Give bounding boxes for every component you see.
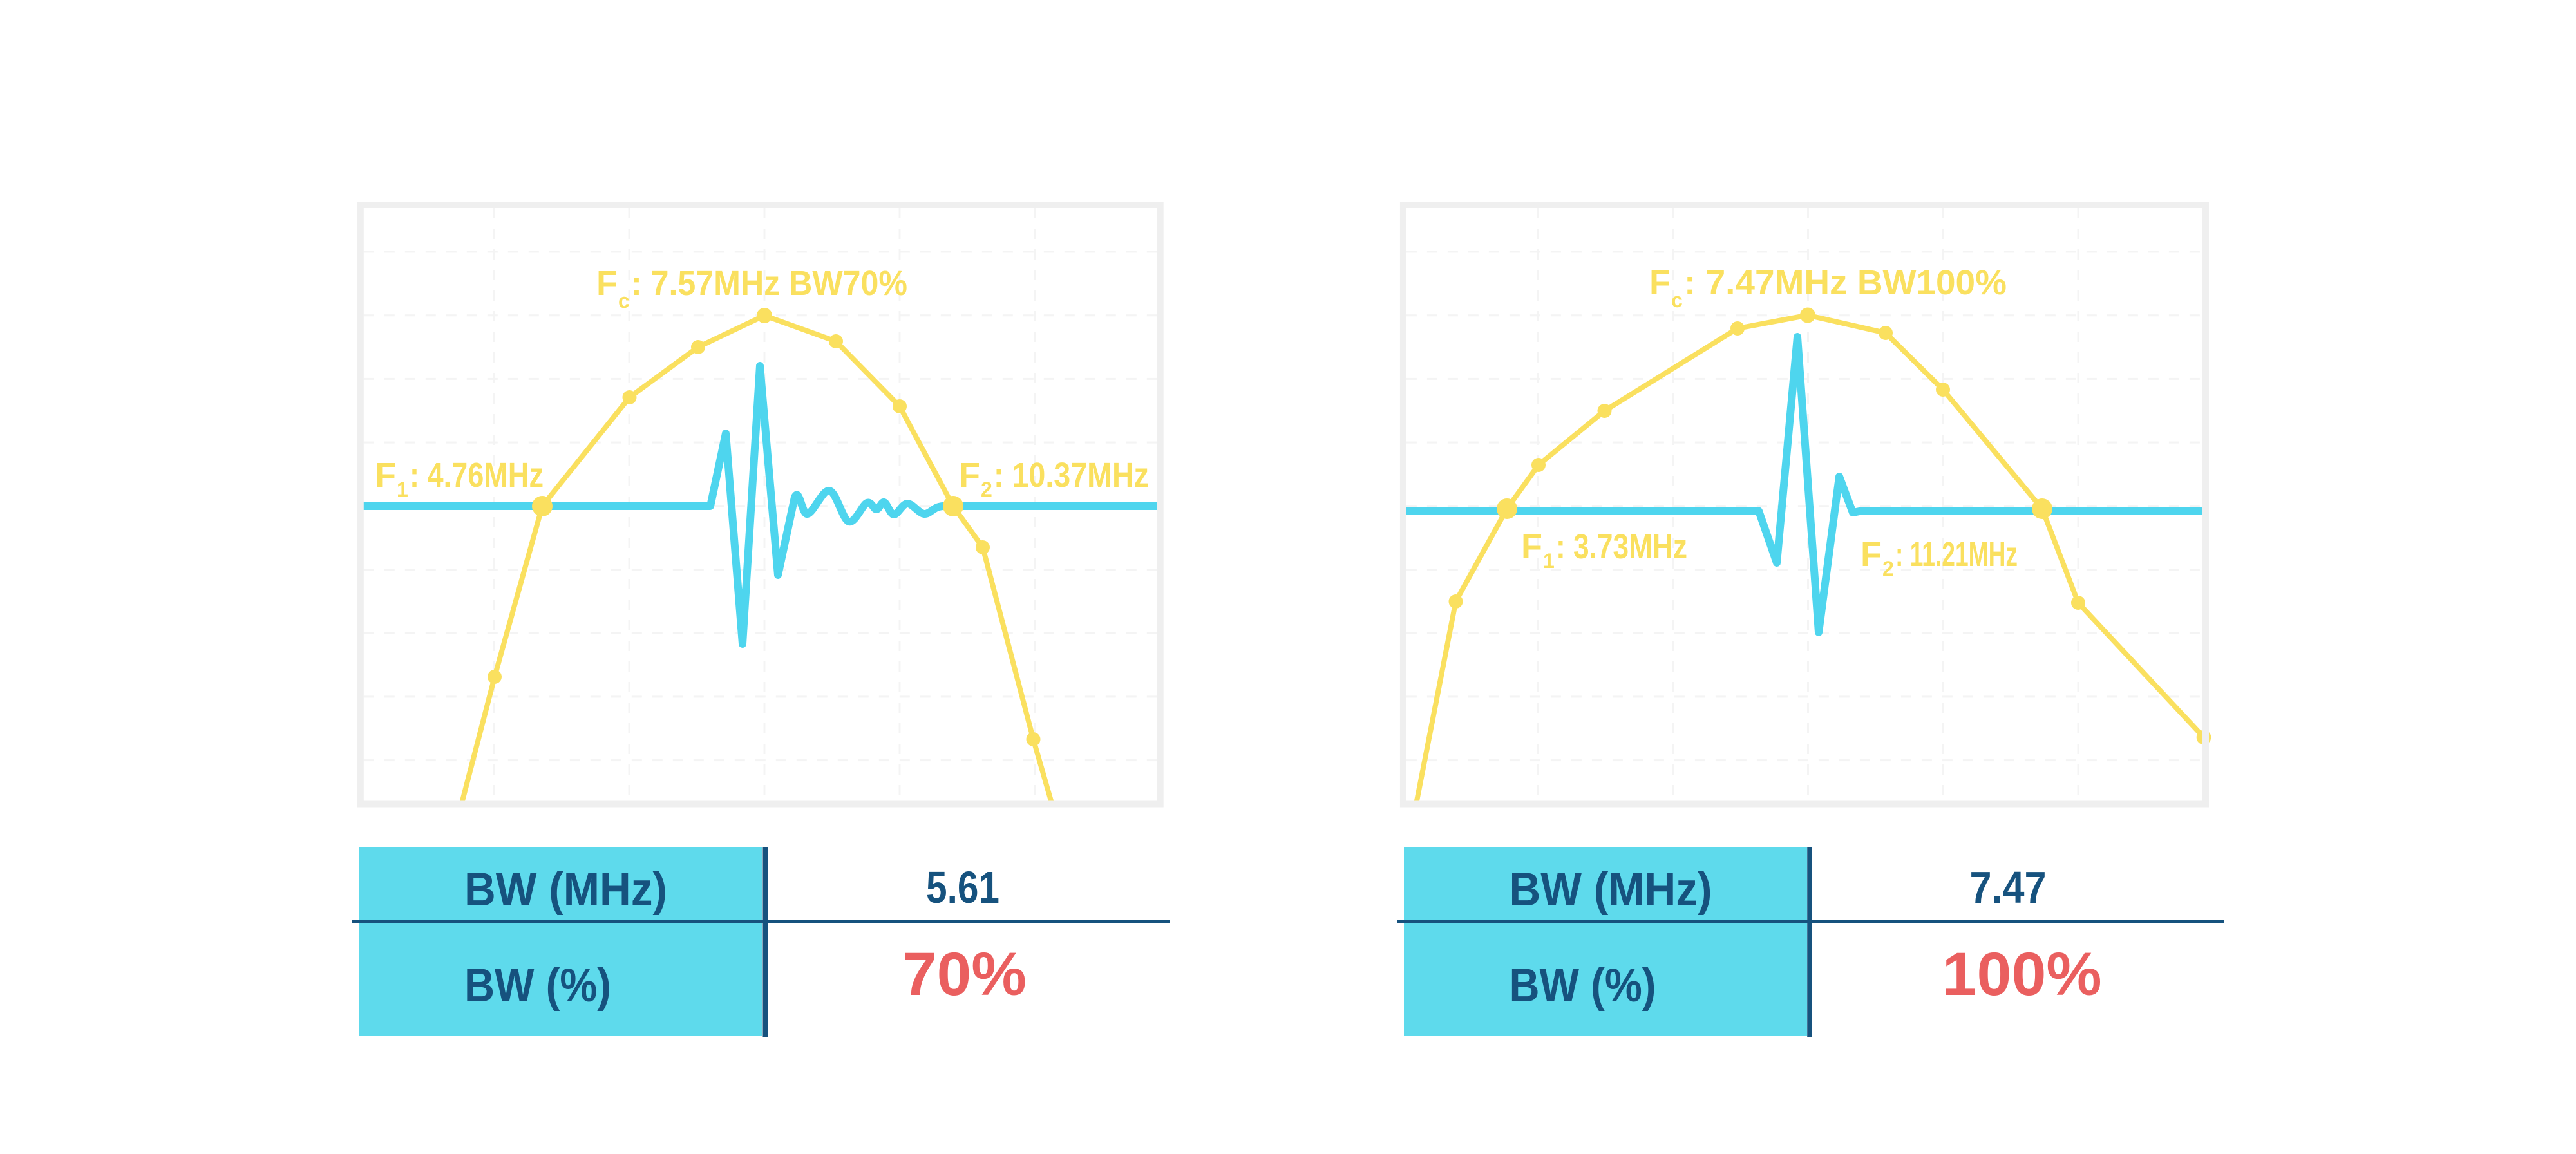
svg-text:: 4.76MHz: : 4.76MHz	[410, 456, 544, 495]
svg-text:F: F	[1649, 263, 1671, 302]
svg-text:: 7.57MHz BW70%: : 7.57MHz BW70%	[631, 264, 907, 303]
svg-text:F: F	[959, 456, 980, 495]
svg-text:c: c	[1671, 288, 1683, 312]
svg-text:70%: 70%	[902, 940, 1027, 1008]
svg-text:F: F	[1861, 535, 1882, 574]
svg-text:100%: 100%	[1942, 940, 2102, 1008]
svg-text:1: 1	[1543, 549, 1555, 572]
svg-text:BW (%): BW (%)	[464, 960, 611, 1012]
svg-text:7.47: 7.47	[1970, 862, 2047, 913]
svg-text:2: 2	[1882, 557, 1894, 580]
svg-text:BW (MHz): BW (MHz)	[464, 864, 667, 916]
svg-text:F: F	[1521, 527, 1542, 566]
svg-text:F: F	[375, 456, 396, 495]
svg-text:F: F	[596, 264, 618, 303]
svg-text:: 3.73MHz: : 3.73MHz	[1556, 527, 1687, 566]
svg-text:2: 2	[981, 478, 992, 501]
svg-text:c: c	[618, 289, 630, 312]
svg-text:: 7.47MHz BW100%: : 7.47MHz BW100%	[1684, 263, 2007, 302]
svg-text:1: 1	[397, 478, 408, 501]
svg-text:5.61: 5.61	[926, 862, 999, 913]
svg-text:: 11.21MHz: : 11.21MHz	[1895, 535, 2018, 574]
svg-text:BW (MHz): BW (MHz)	[1510, 864, 1712, 916]
svg-text:BW (%): BW (%)	[1510, 960, 1656, 1012]
svg-text:: 10.37MHz: : 10.37MHz	[994, 456, 1149, 495]
